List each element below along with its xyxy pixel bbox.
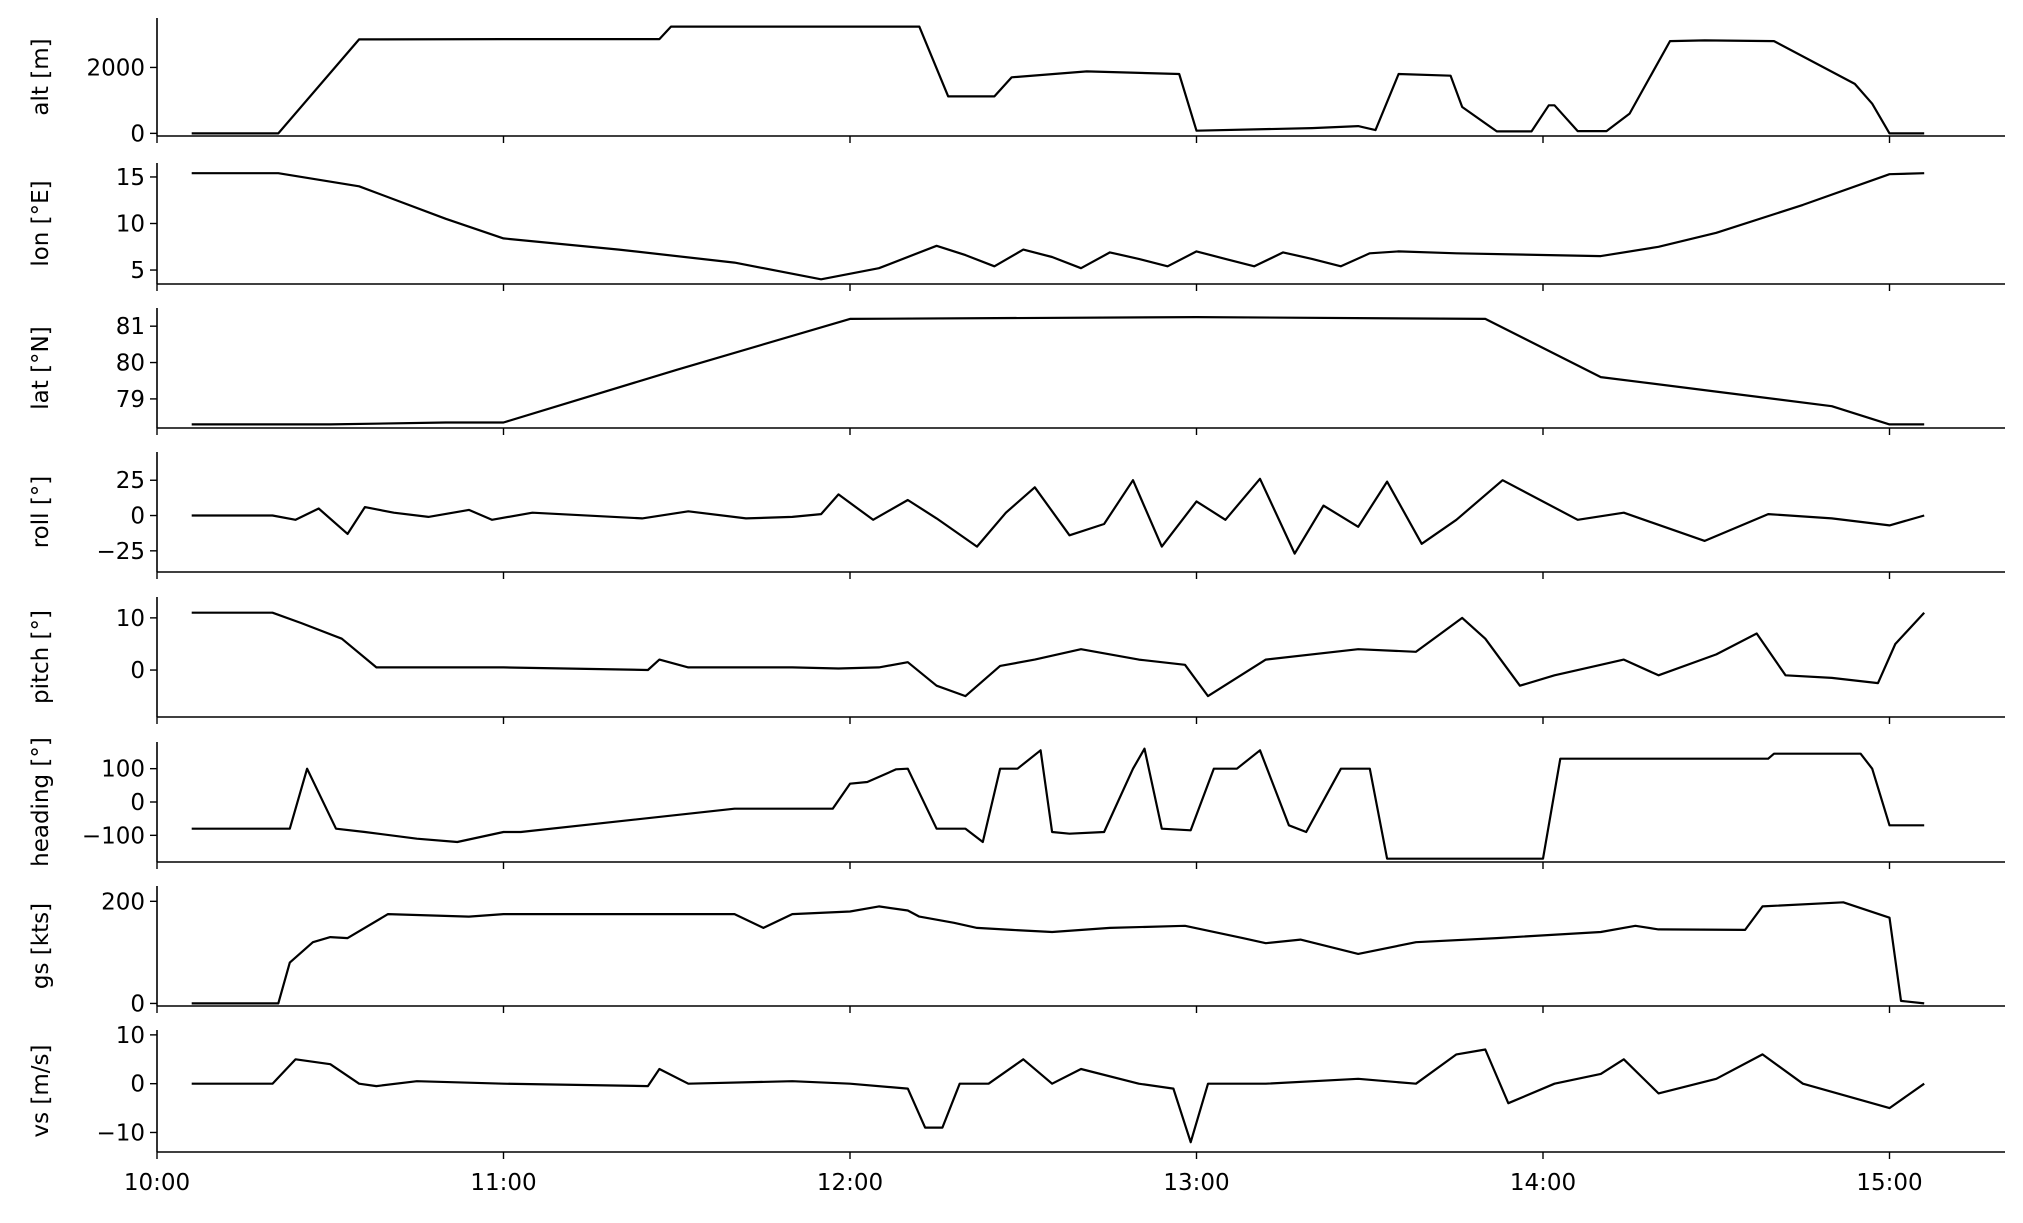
y-tick-label: 10 <box>116 1023 145 1049</box>
y-axis-label: pitch [°] <box>28 610 54 704</box>
y-tick-label: 0 <box>130 658 145 684</box>
y-tick-label: 0 <box>130 504 145 530</box>
y-tick-label: 200 <box>101 889 145 915</box>
series-line-7 <box>191 1048 1925 1144</box>
y-axis-label: roll [°] <box>28 476 54 549</box>
y-tick-label: 10 <box>116 212 145 238</box>
series-line-3 <box>191 477 1925 555</box>
y-tick-label: 81 <box>116 314 145 340</box>
series-line-5 <box>191 747 1925 860</box>
series-line-6 <box>191 901 1925 1005</box>
panel-2: 79 80 81 lat [°N] <box>28 308 2005 435</box>
panel-4: 0 10 pitch [°] <box>28 597 2005 724</box>
x-tick-label: 11:00 <box>470 1170 536 1196</box>
panel-1: 5 10 15 lon [°E] <box>28 163 2005 291</box>
x-tick-label: 14:00 <box>1510 1170 1576 1196</box>
x-tick-label: 15:00 <box>1856 1170 1922 1196</box>
y-tick-label: 15 <box>116 165 145 191</box>
series-line-1 <box>191 172 1925 281</box>
y-axis-label: heading [°] <box>28 737 54 867</box>
y-axis-label: lon [°E] <box>28 180 54 266</box>
y-tick-label: 5 <box>130 258 145 284</box>
y-tick-label: 10 <box>116 606 145 632</box>
x-tick-label: 10:00 <box>124 1170 190 1196</box>
series-line-0 <box>191 25 1925 135</box>
y-tick-label: 0 <box>130 790 145 816</box>
y-tick-label: 0 <box>130 1072 145 1098</box>
y-tick-label: 80 <box>116 351 145 377</box>
y-tick-label: 25 <box>116 468 145 494</box>
y-tick-label: 0 <box>130 121 145 147</box>
y-axis-label: lat [°N] <box>28 326 54 409</box>
x-tick-label: 13:00 <box>1163 1170 1229 1196</box>
shared-x-axis: 10:00 11:00 12:00 13:00 14:00 15:00 <box>124 1170 1923 1196</box>
y-tick-label: 79 <box>116 387 145 413</box>
y-tick-label: 0 <box>130 991 145 1017</box>
panel-0: 0 2000 alt [m] <box>28 18 2005 147</box>
y-tick-label: −10 <box>96 1120 145 1146</box>
y-tick-label: −25 <box>96 539 145 565</box>
panel-6: 0 200 gs [kts] <box>28 886 2005 1017</box>
panel-3: −25 0 25 roll [°] <box>28 452 2005 579</box>
series-line-4 <box>191 611 1926 698</box>
series-line-2 <box>191 316 1925 426</box>
x-tick-label: 12:00 <box>817 1170 883 1196</box>
y-axis-label: vs [m/s] <box>28 1045 54 1138</box>
y-axis-label: gs [kts] <box>28 903 54 989</box>
y-axis-label: alt [m] <box>28 38 54 115</box>
y-tick-label: 2000 <box>86 55 145 81</box>
panel-5: −100 0 100 heading [°] <box>28 737 2005 869</box>
y-tick-label: 100 <box>101 757 145 783</box>
y-tick-label: −100 <box>82 823 145 849</box>
panel-7: −10 0 10 vs [m/s] <box>28 1023 2005 1159</box>
